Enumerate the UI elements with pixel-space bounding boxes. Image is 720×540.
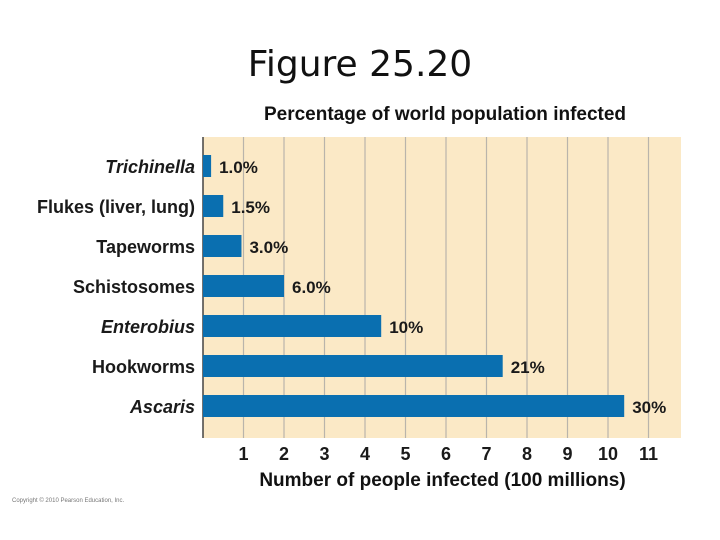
x-tick-label: 3 bbox=[319, 444, 329, 464]
data-label: 6.0% bbox=[292, 278, 331, 297]
x-tick-label: 2 bbox=[279, 444, 289, 464]
x-tick-label: 11 bbox=[639, 444, 658, 464]
data-label: 21% bbox=[511, 358, 545, 377]
chart-title: Percentage of world population infected bbox=[263, 104, 627, 125]
bar bbox=[203, 155, 212, 177]
x-tick-label: 10 bbox=[598, 444, 618, 464]
x-tick-label: 4 bbox=[360, 444, 370, 464]
bar bbox=[203, 275, 284, 297]
bar bbox=[203, 235, 242, 257]
data-label: 1.5% bbox=[231, 198, 270, 217]
x-tick-label: 6 bbox=[441, 444, 451, 464]
x-tick-label: 5 bbox=[400, 444, 410, 464]
category-label: Schistosomes bbox=[73, 277, 195, 297]
data-label: 3.0% bbox=[249, 238, 288, 257]
bar bbox=[203, 315, 382, 337]
category-label: Flukes (liver, lung) bbox=[37, 197, 195, 217]
x-tick-label: 1 bbox=[238, 444, 248, 464]
data-label: 10% bbox=[389, 318, 423, 337]
data-label: 1.0% bbox=[219, 158, 258, 177]
x-tick-label: 7 bbox=[481, 444, 491, 464]
category-label: Hookworms bbox=[92, 357, 195, 377]
category-label: Enterobius bbox=[101, 317, 195, 337]
slide-title: Figure 25.20 bbox=[247, 44, 473, 85]
category-label: Ascaris bbox=[129, 397, 195, 417]
category-label: Tapeworms bbox=[96, 237, 195, 257]
category-label: Trichinella bbox=[105, 157, 195, 177]
x-axis-title: Number of people infected (100 millions) bbox=[259, 470, 626, 491]
data-label: 30% bbox=[632, 398, 666, 417]
x-tick-label: 9 bbox=[562, 444, 572, 464]
bar bbox=[203, 355, 503, 377]
bar bbox=[203, 395, 625, 417]
bar bbox=[203, 195, 224, 217]
x-tick-label: 8 bbox=[522, 444, 532, 464]
copyright-note: Copyright © 2010 Pearson Education, Inc. bbox=[12, 498, 125, 504]
